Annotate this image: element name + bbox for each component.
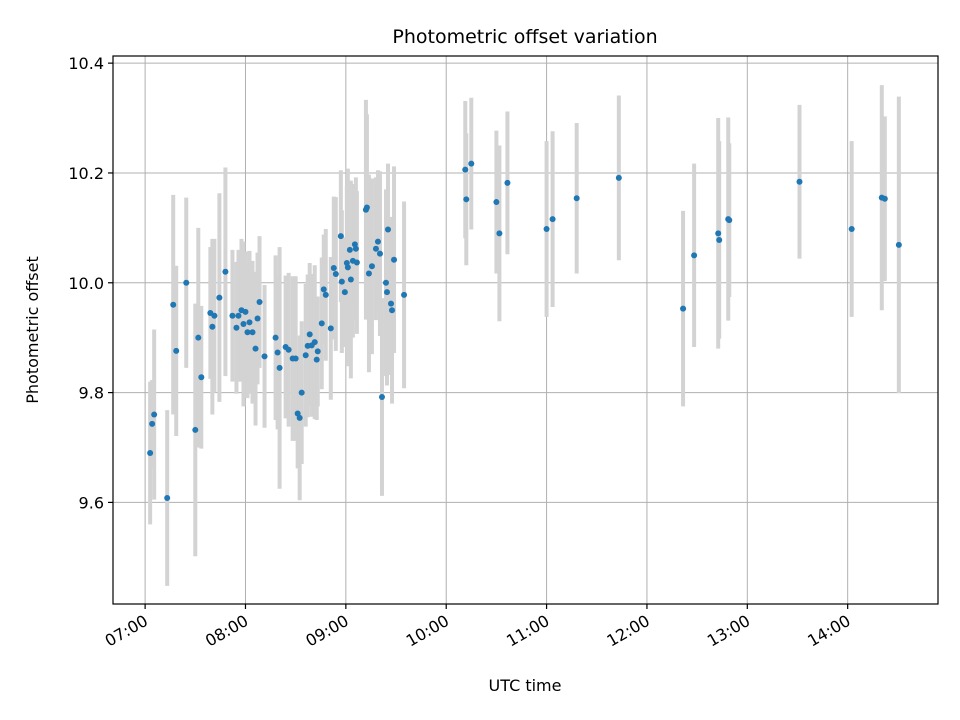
data-point [252, 345, 259, 352]
data-point [229, 312, 236, 319]
data-point [147, 449, 154, 456]
data-point [352, 245, 359, 252]
data-point [573, 195, 580, 202]
x-axis-label: UTC time [489, 676, 562, 695]
data-point [261, 353, 268, 360]
data-point [353, 259, 360, 266]
y-tick-label: 9.8 [79, 384, 104, 403]
data-point [401, 291, 408, 298]
data-point [463, 196, 470, 203]
y-tick-label: 10.0 [68, 274, 104, 293]
data-point [330, 264, 337, 271]
data-point [881, 195, 888, 202]
data-points [147, 160, 902, 502]
data-point [256, 298, 263, 305]
data-point [149, 420, 156, 427]
y-axis-ticks: 9.6 9.8 10.0 10.2 10.4 [68, 54, 113, 512]
data-point [691, 252, 698, 259]
data-point [311, 339, 318, 346]
data-point [249, 329, 256, 336]
data-point [344, 264, 351, 271]
data-point [332, 270, 339, 277]
data-point [543, 225, 550, 232]
data-point [195, 334, 202, 341]
data-point [374, 238, 381, 245]
data-point [365, 270, 372, 277]
data-point [244, 329, 251, 336]
data-point [615, 174, 622, 181]
data-point [468, 160, 475, 167]
data-point [382, 279, 389, 286]
data-point [378, 393, 385, 400]
data-point [298, 389, 305, 396]
data-point [211, 312, 218, 319]
data-point [726, 217, 733, 224]
data-point [796, 178, 803, 185]
data-point [274, 349, 281, 356]
data-point [216, 294, 223, 301]
data-point [337, 233, 344, 240]
chart-title: Photometric offset variation [392, 26, 657, 48]
data-point [462, 166, 469, 173]
data-point [198, 374, 205, 381]
data-point [368, 263, 375, 270]
data-point [173, 347, 180, 354]
data-point [318, 320, 325, 327]
data-point [242, 308, 249, 315]
data-point [285, 346, 292, 353]
data-point [164, 495, 171, 502]
data-point [715, 230, 722, 237]
data-point [848, 225, 855, 232]
data-point [389, 307, 396, 314]
data-point [320, 286, 327, 293]
data-point [391, 256, 398, 263]
data-point [376, 250, 383, 257]
data-point [322, 291, 329, 298]
y-tick-label: 10.2 [68, 164, 104, 183]
data-point [170, 301, 177, 308]
data-point [338, 278, 345, 285]
data-point [313, 356, 320, 363]
data-point [233, 324, 240, 331]
plot-frame [112, 55, 939, 605]
y-tick-label: 9.6 [79, 493, 104, 512]
data-point [327, 325, 334, 332]
data-point [383, 289, 390, 296]
data-point [895, 241, 902, 248]
data-point [222, 268, 229, 275]
data-point [302, 352, 309, 359]
data-point [549, 216, 556, 223]
y-axis-label: Photometric offset [23, 256, 42, 404]
data-point [276, 364, 283, 371]
data-point [209, 323, 216, 330]
data-point [388, 300, 395, 307]
data-point [363, 204, 370, 211]
data-point [314, 348, 321, 355]
y-tick-label: 10.4 [68, 54, 104, 73]
data-point [292, 355, 299, 362]
data-point [296, 414, 303, 421]
data-point [183, 279, 190, 286]
data-point [254, 315, 261, 322]
data-point [246, 319, 253, 326]
data-point [341, 289, 348, 296]
data-point [151, 411, 158, 418]
data-point [716, 236, 723, 243]
data-point [504, 179, 511, 186]
data-point [272, 334, 279, 341]
data-point [235, 312, 242, 319]
data-point [192, 426, 199, 433]
data-point [372, 245, 379, 252]
data-point [493, 199, 500, 206]
data-point [680, 305, 687, 312]
data-point [385, 226, 391, 233]
data-point [240, 320, 247, 327]
data-point [346, 246, 353, 253]
data-point [347, 276, 354, 283]
data-point [496, 230, 503, 237]
data-point [306, 331, 313, 338]
